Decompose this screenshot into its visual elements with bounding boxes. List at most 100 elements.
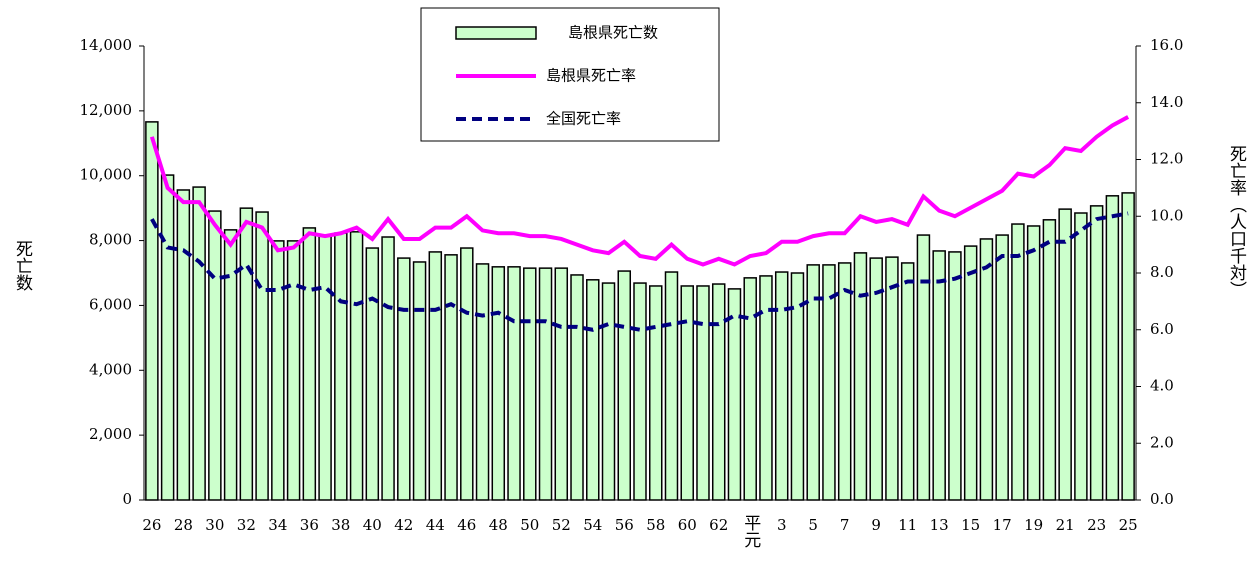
y2-tick-label: 6.0 xyxy=(1150,320,1174,338)
bar xyxy=(774,271,789,501)
x-tick-label: 60 xyxy=(678,516,697,534)
bar xyxy=(192,186,206,501)
x-tick-label: 44 xyxy=(426,516,445,534)
y2-tick-label: 0.0 xyxy=(1150,490,1174,508)
bar xyxy=(948,251,962,501)
bar xyxy=(1089,205,1104,501)
bar xyxy=(586,279,600,501)
y2-tick-label: 2.0 xyxy=(1150,433,1174,451)
legend-label: 島根県死亡数 xyxy=(568,24,658,42)
bar xyxy=(1026,225,1041,501)
y2-tick-label: 8.0 xyxy=(1150,263,1174,281)
bar xyxy=(349,231,364,501)
bar xyxy=(853,252,868,501)
bar xyxy=(475,263,490,501)
x-tick-label: 9 xyxy=(871,516,881,534)
bar xyxy=(271,240,285,501)
bar xyxy=(381,236,395,501)
bar xyxy=(617,270,632,501)
x-tick-label: 58 xyxy=(646,516,665,534)
x-tick-label: 42 xyxy=(394,516,413,534)
y-tick-label: 4,000 xyxy=(89,360,132,378)
bar xyxy=(160,174,175,501)
bar xyxy=(1121,192,1135,501)
x-tick-label: 32 xyxy=(237,516,256,534)
y2-tick-label: 10.0 xyxy=(1150,206,1183,224)
x-tick-label: 52 xyxy=(552,516,571,534)
x-tick-label: 62 xyxy=(709,516,728,534)
y-axis-title: 死亡数 xyxy=(12,240,33,291)
bar xyxy=(507,266,521,501)
x-tick-label: 5 xyxy=(808,516,818,534)
y2-tick-label: 14.0 xyxy=(1150,93,1183,111)
bar xyxy=(523,267,537,501)
bar xyxy=(633,282,647,501)
bar xyxy=(727,288,742,501)
bar xyxy=(1105,195,1120,501)
bar xyxy=(1058,208,1072,501)
bar xyxy=(286,240,301,501)
bar xyxy=(680,285,694,501)
bar xyxy=(885,256,899,501)
bar xyxy=(491,266,506,501)
x-tick-label: 11 xyxy=(898,516,917,534)
line-series xyxy=(149,115,1130,267)
line-series xyxy=(150,211,1129,332)
x-tick-label: 23 xyxy=(1087,516,1106,534)
bar xyxy=(916,234,931,501)
y-tick-label: 14,000 xyxy=(80,36,133,54)
x-tick-label: 28 xyxy=(174,516,193,534)
bar xyxy=(1042,219,1057,501)
bar xyxy=(979,238,994,501)
bar xyxy=(648,285,663,501)
x-tick-label: 17 xyxy=(993,516,1012,534)
x-tick-label: 46 xyxy=(457,516,476,534)
bar xyxy=(145,121,159,501)
bar xyxy=(932,250,946,501)
bar xyxy=(743,277,757,501)
x-tick-label: 38 xyxy=(331,516,350,534)
bar xyxy=(302,227,317,501)
bar xyxy=(900,262,915,501)
legend-label: 島根県死亡率 xyxy=(546,67,636,85)
bar xyxy=(601,282,616,501)
bar xyxy=(318,234,332,501)
bar xyxy=(837,262,852,501)
bar xyxy=(995,234,1009,501)
bar xyxy=(176,189,191,501)
x-tick-label: 48 xyxy=(489,516,508,534)
x-tick-label: 15 xyxy=(961,516,980,534)
bar xyxy=(822,264,836,501)
y-tick-label: 6,000 xyxy=(89,295,132,313)
bar xyxy=(664,271,679,501)
bar xyxy=(538,267,553,501)
bar xyxy=(428,251,443,501)
y-tick-label: 2,000 xyxy=(89,425,132,443)
bar xyxy=(255,211,269,501)
legend-label: 全国死亡率 xyxy=(546,110,621,128)
bar xyxy=(570,274,584,501)
bar xyxy=(963,245,978,501)
bar xyxy=(444,254,458,501)
bar xyxy=(334,232,348,501)
x-tick-label: 13 xyxy=(930,516,949,534)
bar xyxy=(1074,212,1088,501)
x-tick-label: 54 xyxy=(583,516,602,534)
bar xyxy=(412,261,427,501)
bar xyxy=(696,285,710,501)
x-tick-label: 40 xyxy=(363,516,382,534)
bar xyxy=(365,247,380,501)
y-tick-label: 10,000 xyxy=(80,166,133,184)
y-tick-label: 8,000 xyxy=(89,231,132,249)
y2-tick-label: 16.0 xyxy=(1150,36,1183,54)
x-tick-label: 25 xyxy=(1119,516,1138,534)
bar xyxy=(239,207,254,501)
y2-tick-label: 12.0 xyxy=(1150,150,1183,168)
x-tick-label: 50 xyxy=(520,516,539,534)
x-tick-label: 19 xyxy=(1024,516,1043,534)
x-tick-label: 3 xyxy=(777,516,787,534)
y-tick-label: 12,000 xyxy=(80,101,133,119)
x-tick-label: 平元 xyxy=(740,514,761,548)
x-tick-label: 36 xyxy=(300,516,319,534)
